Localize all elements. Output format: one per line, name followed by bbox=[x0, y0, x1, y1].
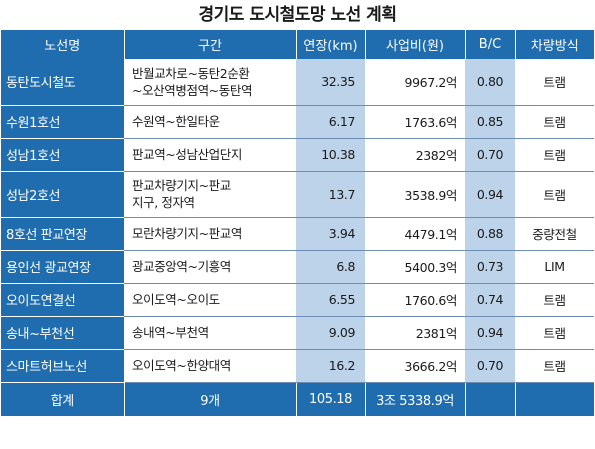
route-vehicle: 트램 bbox=[515, 171, 594, 218]
route-vehicle: LIM bbox=[515, 250, 594, 284]
route-vehicle: 트램 bbox=[515, 105, 594, 139]
route-bc: 0.74 bbox=[465, 283, 515, 317]
route-vehicle: 중량전철 bbox=[515, 217, 594, 251]
route-length: 3.94 bbox=[296, 217, 365, 251]
route-name: 성남2호선 bbox=[1, 171, 124, 218]
total-vehicle bbox=[514, 382, 594, 416]
railway-plan-table: 노선명 구간 연장(km) 사업비(원) B/C 차량방식 동탄도시철도 반월교차… bbox=[1, 30, 594, 416]
route-bc: 0.85 bbox=[465, 105, 515, 139]
route-length: 6.55 bbox=[296, 283, 365, 317]
total-bc bbox=[464, 382, 515, 416]
route-cost: 9967.2억 bbox=[365, 59, 465, 106]
route-section-line: 반월교차로~동탄2순환 bbox=[132, 65, 250, 81]
route-vehicle: 트램 bbox=[515, 283, 594, 317]
header-bc: B/C bbox=[464, 30, 515, 59]
total-length: 105.18 bbox=[295, 382, 365, 416]
route-bc: 0.80 bbox=[465, 59, 515, 106]
route-section: 오이도역~오이도 bbox=[124, 283, 296, 317]
table-row: 스마트허브노선 오이도역~한양대역 16.2 3666.2억 0.70 트램 bbox=[1, 349, 594, 383]
route-bc: 0.70 bbox=[465, 138, 515, 172]
table-row: 성남1호선 판교역~성남산업단지 10.38 2382억 0.70 트램 bbox=[1, 138, 594, 172]
route-section-line: 지구, 정자역 bbox=[132, 195, 195, 210]
table-row: 오이도연결선 오이도역~오이도 6.55 1760.6억 0.74 트램 bbox=[1, 283, 594, 317]
total-cost: 3조 5338.9억 bbox=[364, 382, 465, 416]
total-label: 합계 bbox=[1, 382, 124, 416]
route-section-line: 판교차량기지~판교 bbox=[132, 178, 231, 193]
route-length: 6.17 bbox=[296, 105, 365, 139]
route-vehicle: 트램 bbox=[515, 349, 594, 383]
route-name: 동탄도시철도 bbox=[1, 59, 124, 106]
table-row: 성남2호선 판교차량기지~판교 지구, 정자역 13.7 3538.9억 0.94 트램 bbox=[1, 171, 594, 218]
route-length: 10.38 bbox=[296, 138, 365, 172]
route-bc: 0.88 bbox=[465, 217, 515, 251]
route-cost: 5400.3억 bbox=[365, 250, 465, 284]
route-name: 오이도연결선 bbox=[1, 283, 124, 317]
route-name: 수원1호선 bbox=[1, 105, 124, 139]
header-section: 구간 bbox=[123, 30, 296, 59]
header-vehicle: 차량방식 bbox=[514, 30, 594, 59]
header-route: 노선명 bbox=[1, 30, 124, 59]
route-section-line: 송내역~부천역 bbox=[132, 325, 209, 340]
route-length: 16.2 bbox=[296, 349, 365, 383]
table-row: 송내~부천선 송내역~부천역 9.09 2381억 0.94 트램 bbox=[1, 316, 594, 350]
route-section-line: 모란차량기지~판교역 bbox=[132, 226, 242, 241]
route-length: 9.09 bbox=[296, 316, 365, 350]
route-vehicle: 트램 bbox=[515, 138, 594, 172]
header-cost: 사업비(원) bbox=[364, 30, 465, 59]
route-vehicle: 트램 bbox=[515, 59, 594, 106]
route-length: 32.35 bbox=[296, 59, 365, 106]
header-length: 연장(km) bbox=[295, 30, 365, 59]
route-cost: 2381억 bbox=[365, 316, 465, 350]
route-name: 용인선 광교연장 bbox=[1, 250, 124, 284]
header-row: 노선명 구간 연장(km) 사업비(원) B/C 차량방식 bbox=[1, 30, 594, 59]
route-section-line: 오이도역~한양대역 bbox=[132, 358, 231, 373]
route-length: 13.7 bbox=[296, 171, 365, 218]
total-row: 합계 9개 105.18 3조 5338.9억 bbox=[1, 382, 594, 416]
table-title: 경기도 도시철도망 노선 계획 bbox=[198, 5, 397, 25]
table-row: 8호선 판교연장 모란차량기지~판교역 3.94 4479.1억 0.88 중량전철 bbox=[1, 217, 594, 251]
route-cost: 4479.1억 bbox=[365, 217, 465, 251]
route-section-line: 수원역~한일타운 bbox=[132, 114, 220, 129]
route-name: 스마트허브노선 bbox=[1, 349, 124, 383]
route-length: 6.8 bbox=[296, 250, 365, 284]
table-body: 동탄도시철도 반월교차로~동탄2순환 ~오산역병점역~동탄역 32.35 9967.2억… bbox=[1, 59, 594, 383]
route-cost: 3538.9억 bbox=[365, 171, 465, 218]
route-bc: 0.94 bbox=[465, 316, 515, 350]
route-cost: 1760.6억 bbox=[365, 283, 465, 317]
route-section: 오이도역~한양대역 bbox=[124, 349, 296, 383]
route-cost: 3666.2억 bbox=[365, 349, 465, 383]
route-section-line: ~오산역병점역~동탄역 bbox=[132, 82, 253, 98]
route-bc: 0.94 bbox=[465, 171, 515, 218]
route-section: 송내역~부천역 bbox=[124, 316, 296, 350]
route-name: 송내~부천선 bbox=[1, 316, 124, 350]
route-section: 반월교차로~동탄2순환 ~오산역병점역~동탄역 bbox=[124, 59, 296, 106]
route-bc: 0.70 bbox=[465, 349, 515, 383]
table-row: 용인선 광교연장 광교중앙역~기흥역 6.8 5400.3억 0.73 LIM bbox=[1, 250, 594, 284]
route-section: 모란차량기지~판교역 bbox=[124, 217, 296, 251]
route-vehicle: 트램 bbox=[515, 316, 594, 350]
route-section-line: 판교역~성남산업단지 bbox=[132, 147, 242, 162]
route-name: 8호선 판교연장 bbox=[1, 217, 124, 251]
route-bc: 0.73 bbox=[465, 250, 515, 284]
route-name: 성남1호선 bbox=[1, 138, 124, 172]
route-section: 광교중앙역~기흥역 bbox=[124, 250, 296, 284]
route-section: 수원역~한일타운 bbox=[124, 105, 296, 139]
route-cost: 2382억 bbox=[365, 138, 465, 172]
route-section-line: 광교중앙역~기흥역 bbox=[132, 259, 231, 274]
total-section: 9개 bbox=[123, 382, 296, 416]
table-row: 동탄도시철도 반월교차로~동탄2순환 ~오산역병점역~동탄역 32.35 9967.2억… bbox=[1, 59, 594, 106]
route-section: 판교역~성남산업단지 bbox=[124, 138, 296, 172]
route-section-line: 오이도역~오이도 bbox=[132, 292, 220, 307]
route-cost: 1763.6억 bbox=[365, 105, 465, 139]
table-row: 수원1호선 수원역~한일타운 6.17 1763.6억 0.85 트램 bbox=[1, 105, 594, 139]
